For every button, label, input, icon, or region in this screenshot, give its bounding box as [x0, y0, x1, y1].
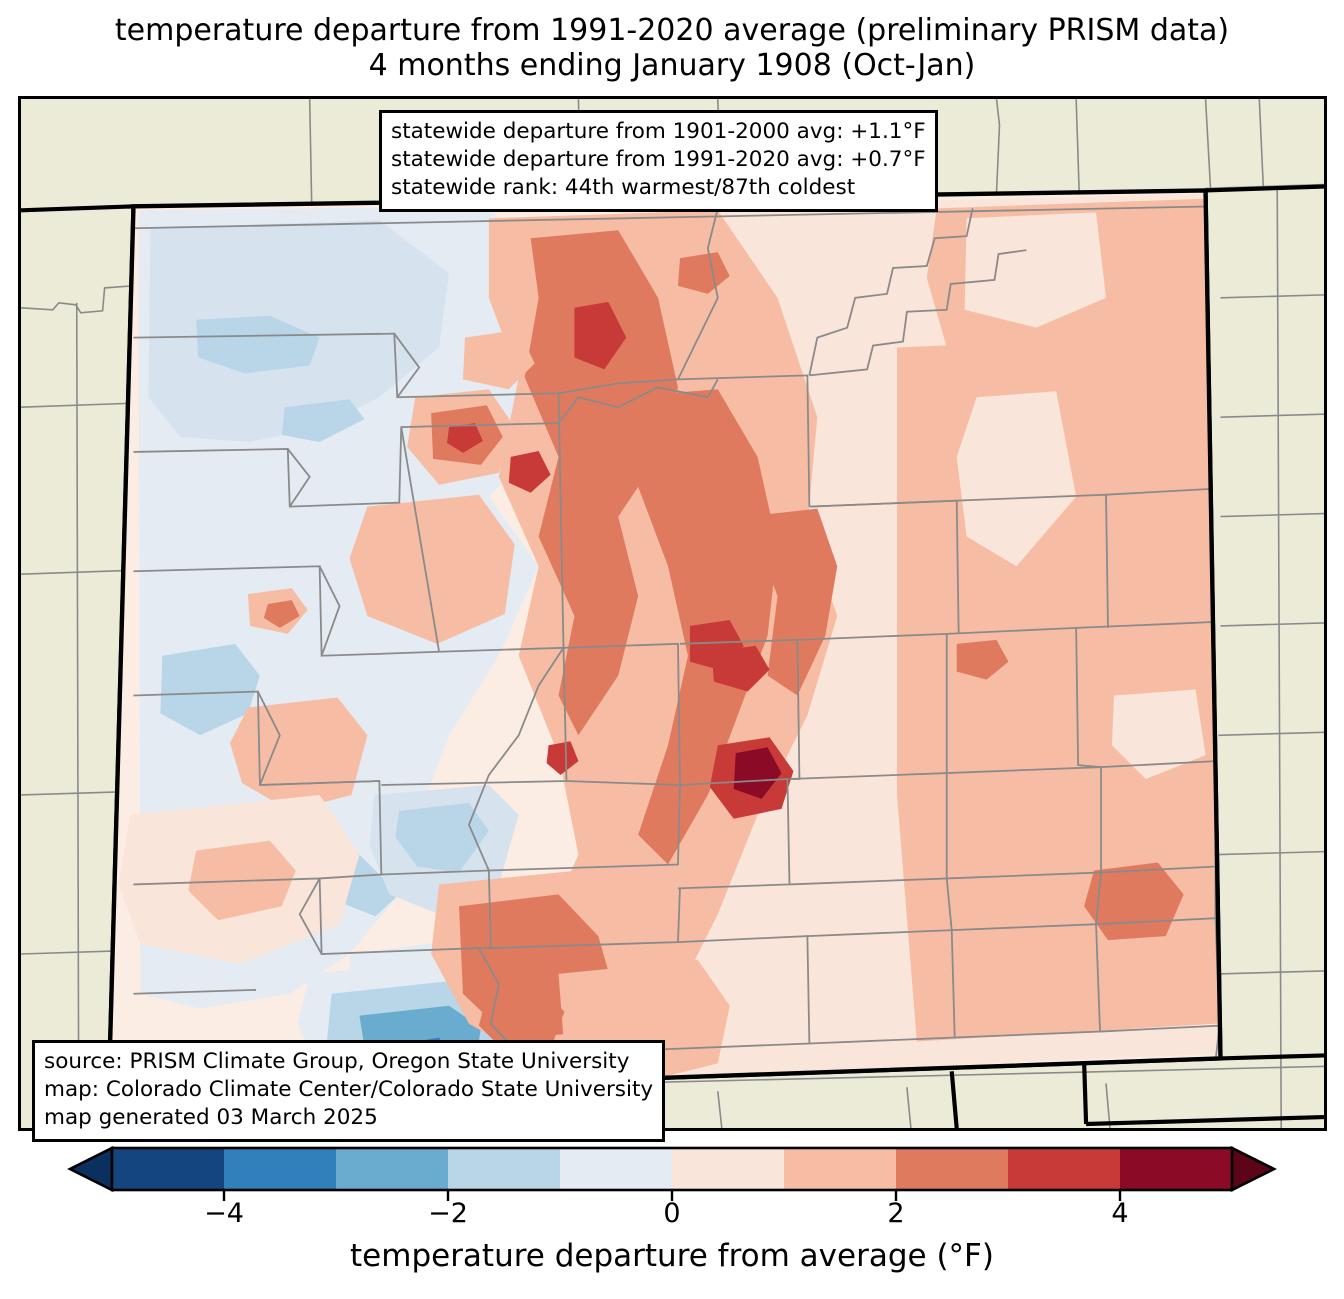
- title-line-1: temperature departure from 1991-2020 ave…: [114, 13, 1230, 48]
- colorbar-under-arrow: [67, 1145, 114, 1193]
- source-line-3: map generated 03 March 2025: [44, 1104, 378, 1130]
- source-line-1: source: PRISM Climate Group, Oregon Stat…: [44, 1049, 630, 1074]
- stats-line-3: statewide rank: 44th warmest/87th coldes…: [391, 174, 856, 200]
- colorbar-segment: [1120, 1148, 1232, 1190]
- statewide-stats-box: statewide departure from 1901-2000 avg: …: [379, 110, 938, 212]
- source-credits-box: source: PRISM Climate Group, Oregon Stat…: [32, 1040, 666, 1142]
- colorbar-segment: [1008, 1148, 1120, 1190]
- colorbar-tick-label: 4: [1111, 1198, 1129, 1229]
- page-title: temperature departure from 1991-2020 ave…: [0, 13, 1344, 84]
- source-line-2: map: Colorado Climate Center/Colorado St…: [44, 1076, 654, 1102]
- title-line-2: 4 months ending January 1908 (Oct-Jan): [368, 47, 976, 83]
- map-plot-area: [18, 96, 1327, 1131]
- colorbar-tick-label: 0: [663, 1198, 681, 1229]
- colorbar-segment: [224, 1148, 336, 1190]
- stats-line-1: statewide departure from 1901-2000 avg: …: [391, 119, 926, 144]
- colorbar-tick-label: −4: [204, 1198, 244, 1229]
- colorbar-segment: [448, 1148, 560, 1190]
- colorbar-axis-title: temperature departure from average (°F): [350, 1238, 994, 1274]
- stats-line-2: statewide departure from 1991-2020 avg: …: [391, 146, 926, 172]
- colorbar: [67, 1145, 1277, 1201]
- colorbar-segment: [112, 1148, 224, 1190]
- colorbar-segment: [896, 1148, 1008, 1190]
- colorbar-segment: [784, 1148, 896, 1190]
- colorbar-over-arrow: [1230, 1145, 1277, 1193]
- colorbar-segment: [672, 1148, 784, 1190]
- colorado-temperature-departure-map: [21, 99, 1324, 1128]
- colorbar-segment: [560, 1148, 672, 1190]
- colorbar-ticks: [222, 1190, 1122, 1201]
- colorbar-tick-label: 2: [887, 1198, 905, 1229]
- colorbar-region: −4 −2 0 2 4 temperature departure from avera…: [0, 1138, 1344, 1299]
- colorbar-tick-label: −2: [428, 1198, 468, 1229]
- colorbar-segments: [67, 1145, 1277, 1193]
- colorbar-segment: [336, 1148, 448, 1190]
